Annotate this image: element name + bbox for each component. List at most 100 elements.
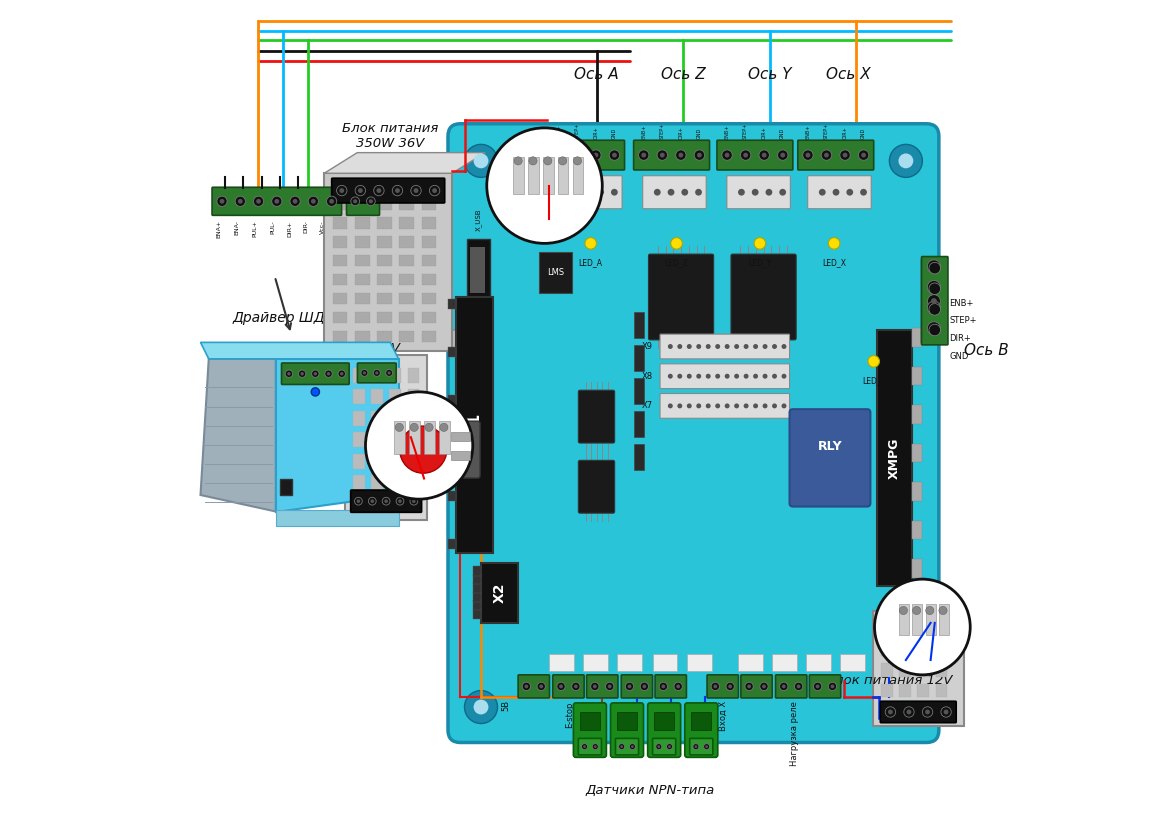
Bar bbox=[918, 643, 929, 656]
Circle shape bbox=[760, 682, 768, 691]
Circle shape bbox=[440, 423, 448, 431]
FancyBboxPatch shape bbox=[655, 675, 687, 698]
Circle shape bbox=[638, 150, 648, 160]
Circle shape bbox=[313, 372, 317, 375]
Text: STEP+: STEP+ bbox=[744, 122, 748, 139]
Bar bbox=[276, 510, 399, 526]
Circle shape bbox=[716, 403, 720, 408]
Circle shape bbox=[544, 157, 552, 165]
Bar bbox=[513, 157, 524, 194]
Circle shape bbox=[890, 144, 922, 177]
Bar bbox=[882, 622, 893, 635]
FancyBboxPatch shape bbox=[790, 409, 870, 507]
Text: DIR+: DIR+ bbox=[950, 334, 971, 342]
Bar bbox=[421, 236, 436, 248]
Circle shape bbox=[782, 403, 786, 408]
Text: LED_X: LED_X bbox=[822, 258, 846, 267]
Bar bbox=[421, 331, 436, 342]
Circle shape bbox=[728, 685, 732, 688]
Bar bbox=[451, 451, 470, 460]
Circle shape bbox=[609, 150, 619, 160]
Bar bbox=[355, 293, 370, 304]
Bar bbox=[353, 389, 364, 404]
Circle shape bbox=[904, 707, 914, 717]
Circle shape bbox=[524, 685, 528, 688]
Circle shape bbox=[594, 153, 599, 158]
FancyBboxPatch shape bbox=[660, 394, 790, 418]
Bar bbox=[912, 367, 921, 385]
Text: LMS: LMS bbox=[546, 268, 564, 276]
FancyBboxPatch shape bbox=[690, 738, 713, 755]
Circle shape bbox=[803, 150, 813, 160]
Circle shape bbox=[821, 150, 832, 160]
Circle shape bbox=[805, 153, 811, 158]
Text: STEP+: STEP+ bbox=[950, 317, 977, 325]
Circle shape bbox=[668, 403, 673, 408]
Text: Ось А: Ось А bbox=[574, 67, 618, 82]
Circle shape bbox=[389, 415, 458, 484]
Circle shape bbox=[288, 372, 291, 375]
Text: PUL-: PUL- bbox=[270, 220, 276, 234]
Circle shape bbox=[725, 403, 730, 408]
Bar bbox=[421, 274, 436, 285]
Circle shape bbox=[833, 189, 840, 196]
Circle shape bbox=[514, 157, 522, 165]
Bar bbox=[353, 497, 364, 512]
Bar bbox=[333, 236, 347, 248]
Circle shape bbox=[409, 423, 419, 431]
Bar bbox=[353, 368, 364, 383]
Circle shape bbox=[338, 370, 346, 377]
Bar bbox=[899, 643, 911, 656]
Circle shape bbox=[412, 499, 415, 503]
Bar bbox=[377, 293, 392, 304]
Circle shape bbox=[300, 372, 304, 375]
Bar bbox=[473, 566, 481, 576]
Circle shape bbox=[695, 189, 702, 196]
Text: X2: X2 bbox=[493, 583, 507, 603]
Bar bbox=[882, 643, 893, 656]
Circle shape bbox=[929, 324, 941, 336]
FancyBboxPatch shape bbox=[549, 140, 624, 170]
Circle shape bbox=[309, 196, 319, 206]
Circle shape bbox=[396, 188, 400, 193]
Circle shape bbox=[658, 745, 660, 748]
Bar bbox=[421, 198, 436, 210]
Circle shape bbox=[705, 374, 711, 379]
Bar bbox=[653, 654, 677, 671]
Bar bbox=[448, 491, 456, 501]
Text: LED_Y: LED_Y bbox=[748, 258, 771, 267]
Circle shape bbox=[840, 150, 850, 160]
Bar bbox=[877, 330, 912, 586]
Circle shape bbox=[608, 685, 611, 688]
Bar bbox=[399, 198, 414, 210]
Bar bbox=[633, 444, 644, 470]
Circle shape bbox=[929, 283, 941, 295]
Circle shape bbox=[570, 189, 577, 196]
Circle shape bbox=[725, 153, 730, 158]
Bar bbox=[407, 368, 419, 383]
Circle shape bbox=[795, 682, 803, 691]
FancyBboxPatch shape bbox=[332, 178, 444, 203]
Circle shape bbox=[734, 403, 739, 408]
Polygon shape bbox=[201, 342, 399, 359]
Circle shape bbox=[697, 153, 702, 158]
Circle shape bbox=[572, 682, 580, 691]
Bar bbox=[633, 312, 644, 338]
Circle shape bbox=[711, 682, 719, 691]
Circle shape bbox=[654, 189, 661, 196]
Text: GND: GND bbox=[781, 127, 785, 139]
Circle shape bbox=[661, 685, 665, 688]
Circle shape bbox=[927, 260, 941, 273]
Circle shape bbox=[350, 197, 360, 205]
Text: ENB+: ENB+ bbox=[641, 125, 646, 139]
Text: DIR+: DIR+ bbox=[842, 126, 848, 139]
Circle shape bbox=[553, 150, 564, 160]
Circle shape bbox=[860, 189, 867, 196]
Bar bbox=[918, 663, 929, 676]
Bar bbox=[473, 583, 481, 593]
Circle shape bbox=[927, 280, 941, 294]
Circle shape bbox=[780, 189, 786, 196]
Circle shape bbox=[725, 374, 730, 379]
Circle shape bbox=[464, 144, 498, 177]
Bar bbox=[448, 299, 456, 309]
